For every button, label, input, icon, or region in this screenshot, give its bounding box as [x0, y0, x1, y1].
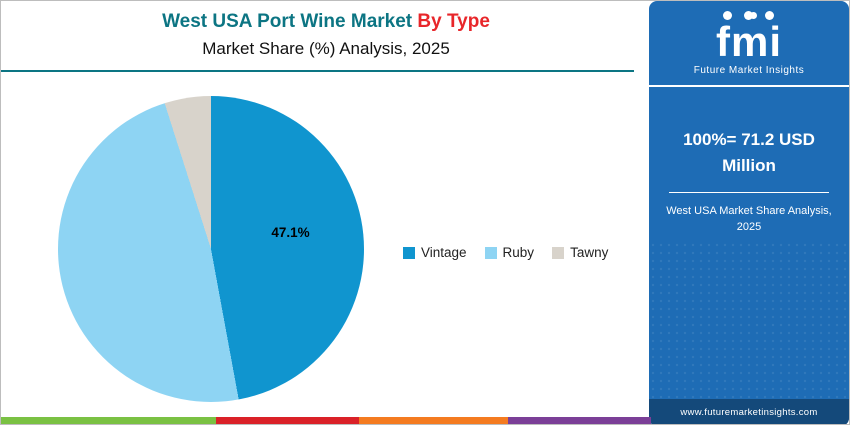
pie-data-label-vintage: 47.1% [271, 224, 310, 240]
chart-legend: Vintage Ruby Tawny [403, 245, 608, 260]
title-accent: By Type [417, 11, 490, 32]
brand-sidebar: fmi Future Market Insights 100%= 71.2 US… [649, 1, 849, 424]
bar-segment-red [215, 417, 359, 424]
fmi-logo: fmi Future Market Insights [694, 11, 804, 76]
bottom-color-bar [1, 417, 651, 424]
page-title: West USA Port Wine Market By Type [1, 9, 651, 35]
fmi-logo-text: fmi [715, 18, 782, 65]
stat-divider [669, 191, 829, 193]
legend-item-ruby: Ruby [484, 245, 535, 260]
legend-label-tawny: Tawny [570, 245, 609, 260]
fmi-logo-icons [694, 11, 804, 20]
logo-divider [649, 84, 849, 87]
legend-swatch-ruby [484, 246, 497, 259]
pie-chart [58, 96, 364, 402]
pie-chart-area: 47.1% [58, 96, 364, 402]
analyst-icon [765, 11, 775, 20]
legend-swatch-vintage [403, 246, 415, 259]
people-icon [744, 11, 758, 20]
phone-icon [723, 11, 733, 20]
legend-swatch-tawny [552, 246, 565, 259]
title-main: West USA Port Wine Market [162, 11, 418, 32]
bar-segment-green [1, 417, 216, 424]
bar-segment-orange [358, 417, 508, 424]
legend-label-ruby: Ruby [502, 245, 535, 260]
sidebar-caption: West USA Market Share Analysis, 2025 [666, 204, 832, 234]
legend-item-tawny: Tawny [552, 245, 608, 260]
bar-segment-purple [508, 417, 651, 424]
market-size-stat: 100%= 71.2 USD Million [683, 129, 815, 176]
website-url: www.futuremarketinsights.com [680, 407, 818, 418]
chart-subtitle: Market Share (%) Analysis, 2025 [202, 38, 450, 58]
legend-item-vintage: Vintage [403, 245, 467, 260]
map-dots-texture [649, 241, 849, 401]
fmi-logo-subtext: Future Market Insights [693, 64, 805, 76]
header: West USA Port Wine Market By Type Market… [1, 9, 651, 59]
legend-label-vintage: Vintage [421, 245, 467, 260]
header-divider [1, 70, 634, 72]
sidebar-footer: www.futuremarketinsights.com [649, 399, 849, 424]
